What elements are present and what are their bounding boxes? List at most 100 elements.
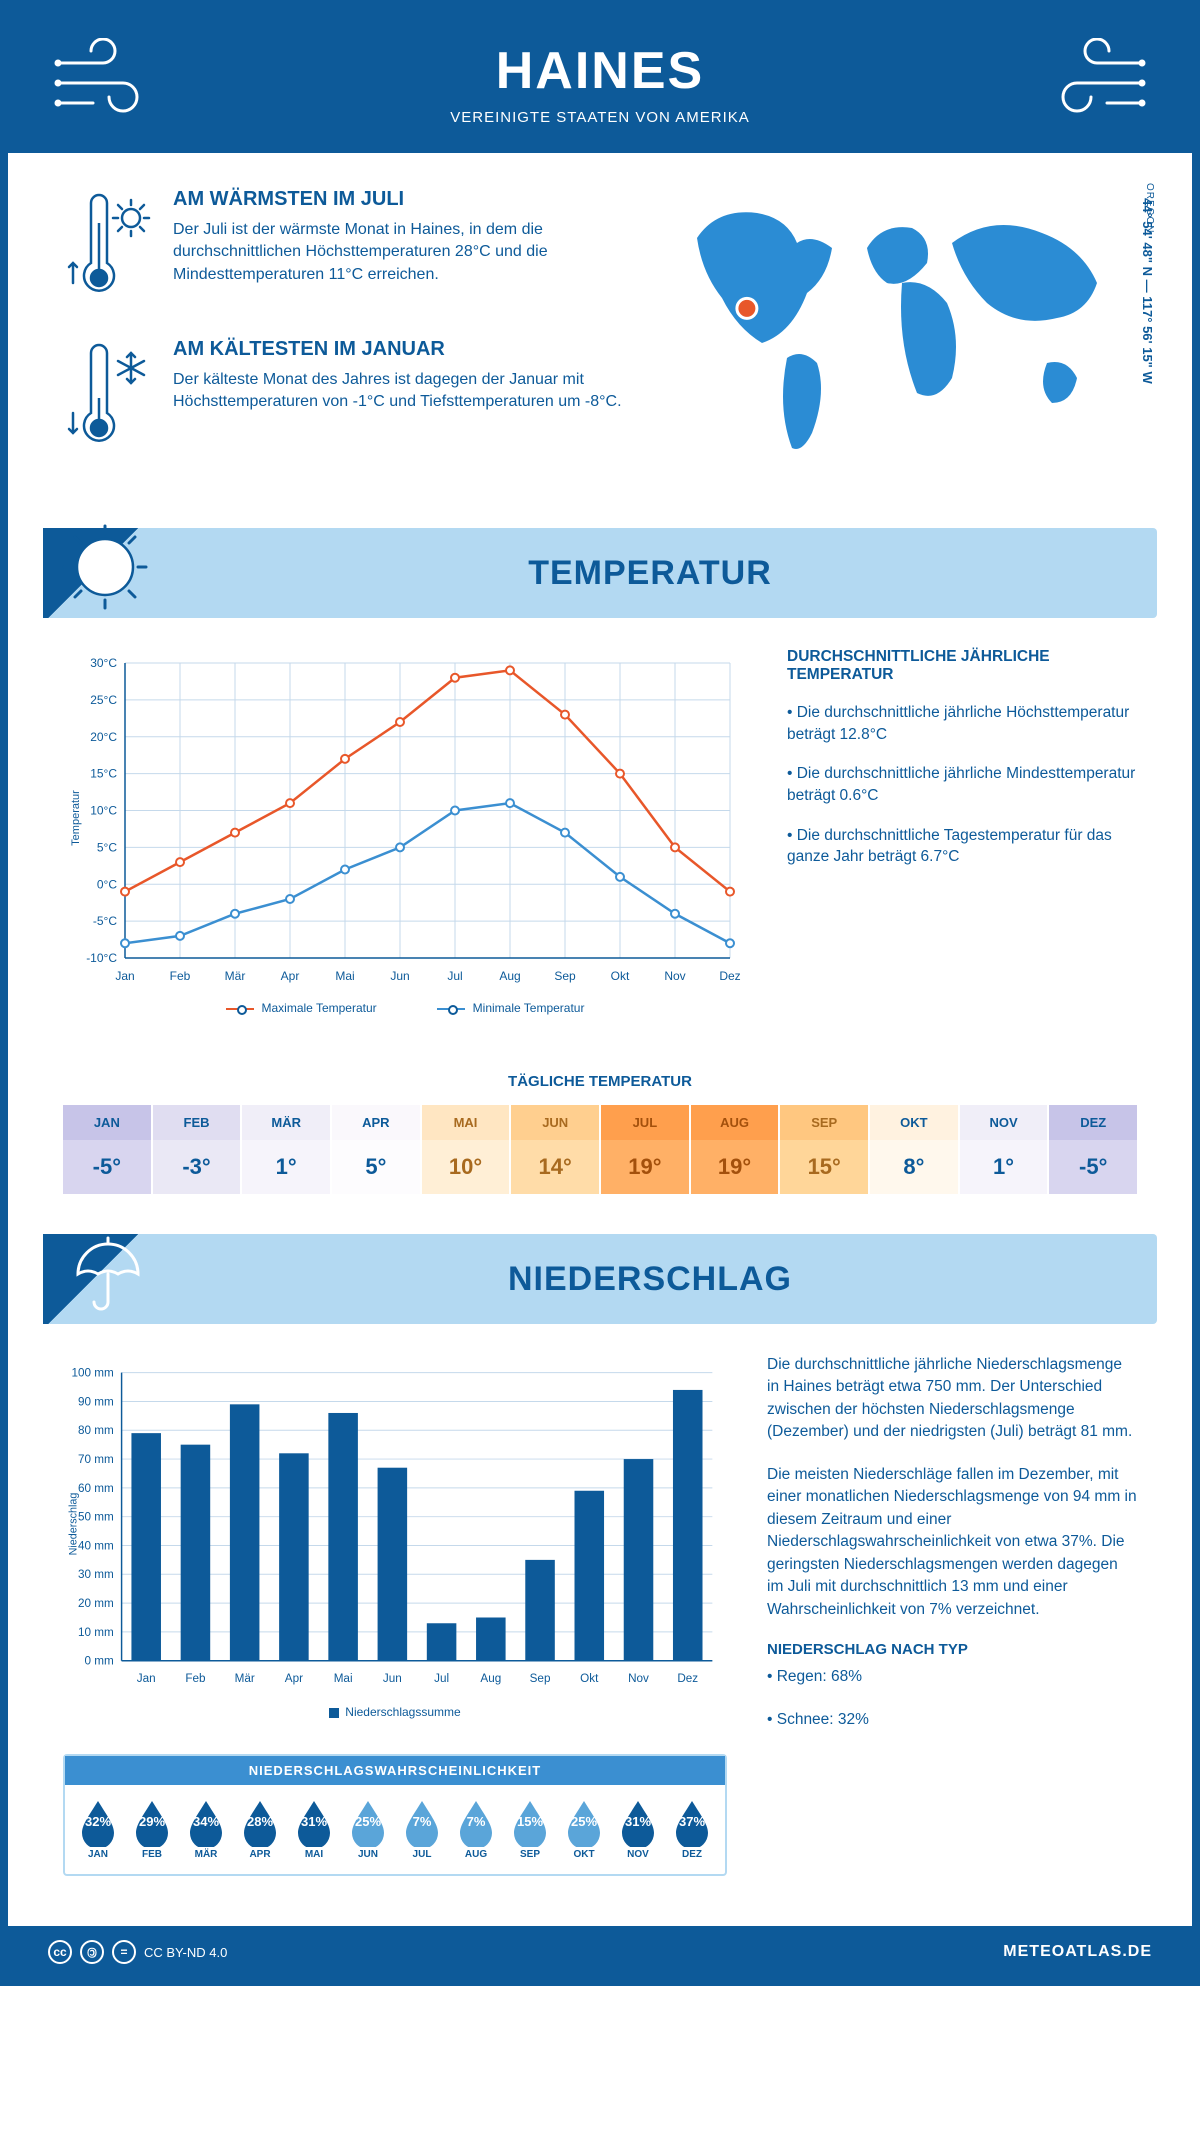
legend-max: Maximale Temperatur (262, 1001, 377, 1015)
svg-text:30°C: 30°C (90, 656, 117, 670)
legend-min: Minimale Temperatur (473, 1001, 585, 1015)
svg-text:Jan: Jan (137, 1672, 156, 1685)
section-title-temperature: TEMPERATUR (143, 554, 1157, 593)
daily-cell: JUN14° (511, 1105, 601, 1194)
svg-text:Feb: Feb (185, 1672, 206, 1685)
svg-text:50 mm: 50 mm (78, 1511, 114, 1524)
header: HAINES VEREINIGTE STAATEN VON AMERIKA (8, 8, 1192, 153)
svg-text:15°C: 15°C (90, 767, 117, 781)
svg-text:Jun: Jun (390, 969, 409, 983)
svg-text:Temperatur: Temperatur (70, 790, 82, 846)
probability-drop: 32%JAN (71, 1797, 125, 1860)
svg-text:Dez: Dez (719, 969, 740, 983)
svg-text:Jun: Jun (383, 1672, 402, 1685)
daily-cell: SEP15° (780, 1105, 870, 1194)
coldest-title: AM KÄLTESTEN IM JANUAR (173, 338, 637, 361)
probability-drop: 15%SEP (503, 1797, 557, 1860)
svg-text:Jul: Jul (447, 969, 462, 983)
probability-drop: 28%APR (233, 1797, 287, 1860)
svg-text:Jul: Jul (434, 1672, 449, 1685)
svg-text:20 mm: 20 mm (78, 1597, 114, 1610)
warmest-text: Der Juli ist der wärmste Monat in Haines… (173, 219, 637, 286)
section-bar-precipitation: NIEDERSCHLAG (43, 1234, 1157, 1324)
daily-cell: OKT8° (870, 1105, 960, 1194)
temp-bullet-3: • Die durchschnittliche Tagestemperatur … (787, 825, 1137, 868)
intro-section: AM WÄRMSTEN IM JULI Der Juli ist der wär… (8, 153, 1192, 518)
daily-temp-table: JAN-5°FEB-3°MÄR1°APR5°MAI10°JUN14°JUL19°… (63, 1105, 1137, 1194)
daily-cell: FEB-3° (153, 1105, 243, 1194)
svg-text:0°C: 0°C (97, 877, 117, 891)
coldest-block: AM KÄLTESTEN IM JANUAR Der kälteste Mona… (63, 338, 637, 458)
svg-text:Aug: Aug (499, 969, 520, 983)
svg-text:Aug: Aug (480, 1672, 501, 1685)
probability-drop: 25%OKT (557, 1797, 611, 1860)
daily-cell: NOV1° (960, 1105, 1050, 1194)
location-marker-icon (737, 298, 757, 318)
svg-text:10°C: 10°C (90, 804, 117, 818)
daily-cell: MAI10° (422, 1105, 512, 1194)
svg-text:Sep: Sep (530, 1672, 551, 1685)
cc-icon: cc (48, 1940, 72, 1964)
temp-chart-legend: Maximale Temperatur Minimale Temperatur (63, 1001, 747, 1015)
svg-text:Mär: Mär (235, 1672, 255, 1685)
svg-text:Feb: Feb (170, 969, 191, 983)
svg-text:Mai: Mai (334, 1672, 353, 1685)
world-map-block: OREGON 44° 54' 48" N — 117° 56' 15" W (667, 188, 1137, 488)
svg-text:Mai: Mai (335, 969, 354, 983)
daily-cell: JUL19° (601, 1105, 691, 1194)
license-text: CC BY-ND 4.0 (144, 1945, 227, 1960)
svg-text:Nov: Nov (664, 969, 685, 983)
temperature-line-chart: -10°C -5°C 0°C 5°C 10°C 15°C 20°C 25°C 30°C Jan Fe… (63, 648, 747, 1028)
svg-text:90 mm: 90 mm (78, 1395, 114, 1408)
umbrella-icon (58, 1226, 153, 1321)
footer: cc 🄯 = CC BY-ND 4.0 METEOATLAS.DE (8, 1926, 1192, 1978)
svg-text:Okt: Okt (611, 969, 630, 983)
daily-cell: JAN-5° (63, 1105, 153, 1194)
daily-cell: AUG19° (691, 1105, 781, 1194)
svg-text:30 mm: 30 mm (78, 1568, 114, 1581)
probability-drop: 29%FEB (125, 1797, 179, 1860)
section-bar-temperature: TEMPERATUR (43, 528, 1157, 618)
precipitation-bar-chart: 0 mm10 mm20 mm30 mm40 mm50 mm60 mm70 mm8… (63, 1354, 727, 1734)
svg-text:25°C: 25°C (90, 693, 117, 707)
svg-text:20°C: 20°C (90, 730, 117, 744)
temp-summary-title: DURCHSCHNITTLICHE JÄHRLICHE TEMPERATUR (787, 648, 1137, 684)
sun-icon (58, 520, 153, 615)
probability-drop: 34%MÄR (179, 1797, 233, 1860)
probability-drop: 7%AUG (449, 1797, 503, 1860)
svg-text:100 mm: 100 mm (71, 1367, 113, 1380)
coords-label: 44° 54' 48" N — 117° 56' 15" W (1140, 198, 1155, 384)
section-title-precipitation: NIEDERSCHLAG (143, 1260, 1157, 1299)
daily-cell: DEZ-5° (1049, 1105, 1137, 1194)
svg-text:60 mm: 60 mm (78, 1482, 114, 1495)
site-name: METEOATLAS.DE (1003, 1943, 1152, 1961)
probability-box: NIEDERSCHLAGSWAHRSCHEINLICHKEIT 32%JAN29… (63, 1754, 727, 1876)
svg-text:-5°C: -5°C (93, 914, 117, 928)
probability-title: NIEDERSCHLAGSWAHRSCHEINLICHKEIT (65, 1756, 725, 1785)
svg-text:Apr: Apr (285, 1672, 303, 1685)
warmest-title: AM WÄRMSTEN IM JULI (173, 188, 637, 211)
daily-cell: MÄR1° (242, 1105, 332, 1194)
svg-text:Sep: Sep (554, 969, 576, 983)
svg-text:5°C: 5°C (97, 840, 117, 854)
temp-bullet-1: • Die durchschnittliche jährliche Höchst… (787, 702, 1137, 745)
precip-type-title: NIEDERSCHLAG NACH TYP (767, 1641, 1137, 1658)
svg-text:-10°C: -10°C (86, 951, 117, 965)
daily-temp-title: TÄGLICHE TEMPERATUR (8, 1073, 1192, 1090)
svg-text:Nov: Nov (628, 1672, 649, 1685)
precip-p2: Die meisten Niederschläge fallen im Deze… (767, 1464, 1137, 1621)
svg-text:Niederschlag: Niederschlag (68, 1493, 80, 1556)
thermometer-hot-icon (63, 188, 153, 308)
svg-text:80 mm: 80 mm (78, 1424, 114, 1437)
page-subtitle: VEREINIGTE STAATEN VON AMERIKA (158, 109, 1042, 126)
by-icon: 🄯 (80, 1940, 104, 1964)
probability-drop: 31%NOV (611, 1797, 665, 1860)
license-block: cc 🄯 = CC BY-ND 4.0 (48, 1940, 227, 1964)
thermometer-cold-icon (63, 338, 153, 458)
probability-drop: 37%DEZ (665, 1797, 719, 1860)
probability-drop: 31%MAI (287, 1797, 341, 1860)
svg-text:Okt: Okt (580, 1672, 599, 1685)
svg-text:10 mm: 10 mm (78, 1626, 114, 1639)
warmest-block: AM WÄRMSTEN IM JULI Der Juli ist der wär… (63, 188, 637, 308)
svg-text:Jan: Jan (115, 969, 134, 983)
